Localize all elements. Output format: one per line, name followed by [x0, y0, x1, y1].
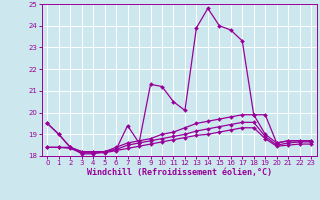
X-axis label: Windchill (Refroidissement éolien,°C): Windchill (Refroidissement éolien,°C) [87, 168, 272, 177]
